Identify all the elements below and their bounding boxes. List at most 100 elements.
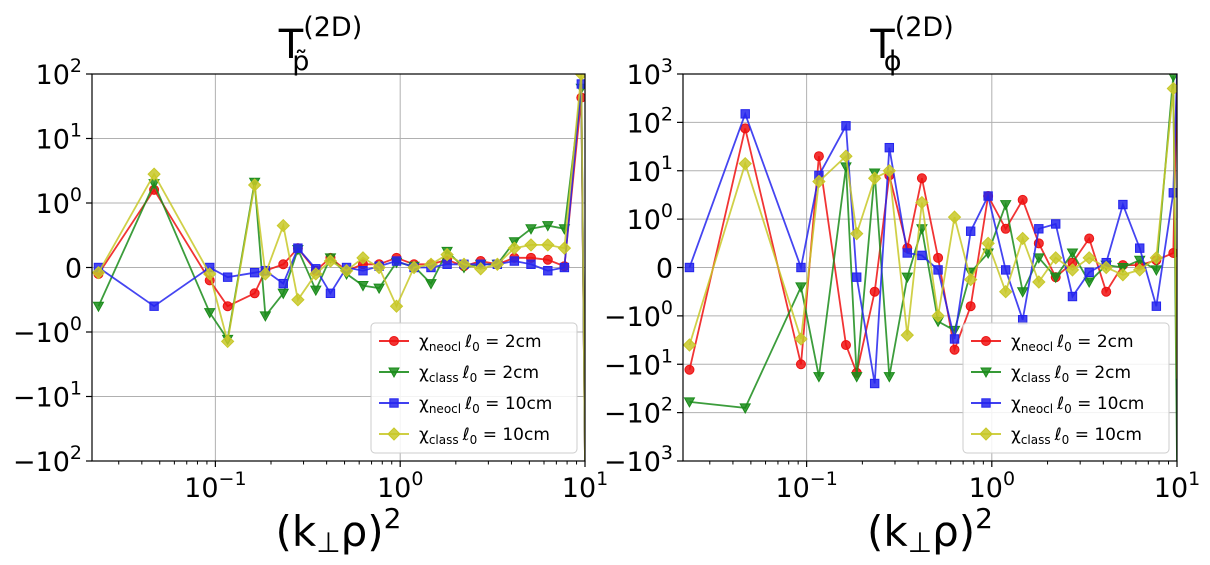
square-marker [1118,199,1128,210]
diamond-marker [524,238,538,252]
tick-base: 10 [377,473,411,504]
legend-ell-subscript: 0 [470,433,478,447]
legend-value: = 2cm [480,332,542,352]
diamond-marker [258,267,273,281]
tick-exponent: 1 [70,120,82,142]
y-tick-label: 0 [65,254,82,285]
triangle-marker [259,311,272,322]
legend-subscript: class [429,371,459,385]
tick-base: −10 [13,318,70,349]
legend-entry: χclass ℓ0 = 2cm [379,363,539,385]
diamond-marker [1032,275,1046,289]
diamond-marker [457,257,471,271]
diamond-marker [867,171,882,185]
diamond-marker [147,167,161,181]
legend-ell-subscript: 0 [1064,402,1072,416]
y-tick-label: −101 [604,345,673,381]
triangle-marker [203,308,216,319]
legend-value: = 10cm [480,394,553,414]
legend-entry: χclass ℓ0 = 10cm [971,425,1142,447]
triangle-marker [1016,287,1029,298]
tick-exponent: 0 [1003,468,1015,490]
tick-exponent: 1 [1188,468,1200,490]
legend-ell: ℓ [464,332,472,352]
plot-area [92,74,585,461]
legend-label: χneocl ℓ0 = 2cm [419,332,542,354]
triangle-marker [883,372,896,383]
circle-marker [949,344,960,355]
diamond-marker [387,427,401,441]
tick-base: 10 [36,125,70,156]
legend-value: = 10cm [477,425,550,445]
legend-ell-subscript: 0 [1062,371,1070,385]
triangle-marker [388,367,400,379]
square-marker [981,398,991,408]
tick-exponent: 0 [70,313,82,335]
diamond-marker [882,164,897,178]
triangle-marker [373,283,385,295]
diamond-marker [276,218,290,233]
triangle-marker [425,279,437,290]
diamond-marker [915,195,929,210]
diamond-marker [979,427,993,441]
legend-box [370,322,578,454]
triangle-marker [683,397,696,408]
legend-entry: χneocl ℓ0 = 10cm [379,394,552,416]
tick-base: 10 [36,189,70,220]
triangle-marker [901,272,914,284]
legend-ell: ℓ [1056,394,1064,414]
circle-marker [1084,233,1095,244]
triangle-marker [1168,74,1177,83]
chart-title: T(2D) p̃ [278,12,362,77]
circle-marker [249,288,260,299]
diamond-marker [683,338,697,352]
square-marker [1168,188,1177,198]
circle-marker [222,301,233,312]
legend-ell-subscript: 0 [470,371,478,385]
legend-value: = 2cm [1072,332,1134,352]
legend-chi: χ [1011,332,1021,352]
xlabel-part: ρ) [341,507,384,556]
diamond-marker [839,149,853,163]
diamond-marker [356,251,370,265]
legend-value: = 10cm [1069,425,1142,445]
square-marker [526,259,536,269]
x-tick-label: 100 [377,468,423,504]
legend-ell: ℓ [1056,332,1064,352]
legend-chi: χ [419,394,429,414]
diamond-marker [309,267,323,281]
circle-marker [740,123,751,134]
triangle-marker [92,301,105,313]
triangle-marker [1150,265,1163,276]
diamond-marker [738,156,752,171]
legend-label: χclass ℓ0 = 2cm [419,363,539,385]
legend-entry: χneocl ℓ0 = 2cm [379,332,542,354]
square-marker [1034,224,1044,234]
square-marker [917,250,927,261]
y-tick-label: −100 [604,297,673,333]
diamond-marker [812,174,826,189]
x-tick-label: 10−1 [775,468,837,504]
circle-marker [1101,286,1112,297]
circle-marker [542,254,553,265]
square-marker [869,378,880,389]
triangle-marker [357,281,369,292]
tick-base: 0 [65,254,82,285]
diamond-marker [574,74,585,81]
tick-base: 10 [36,60,70,91]
triangle-marker [1083,277,1096,289]
diamond-marker [440,247,454,262]
square-marker [949,334,960,344]
diamond-marker [850,226,864,241]
legend-subscript: class [429,433,459,447]
square-marker [389,398,399,408]
xlabel-part: (k [276,507,317,556]
triangle-marker [541,221,554,232]
tick-base: −10 [604,302,661,333]
square-marker [1000,265,1011,275]
circle-marker [813,151,824,162]
triangle-marker [739,403,752,414]
legend-chi: χ [419,363,429,383]
